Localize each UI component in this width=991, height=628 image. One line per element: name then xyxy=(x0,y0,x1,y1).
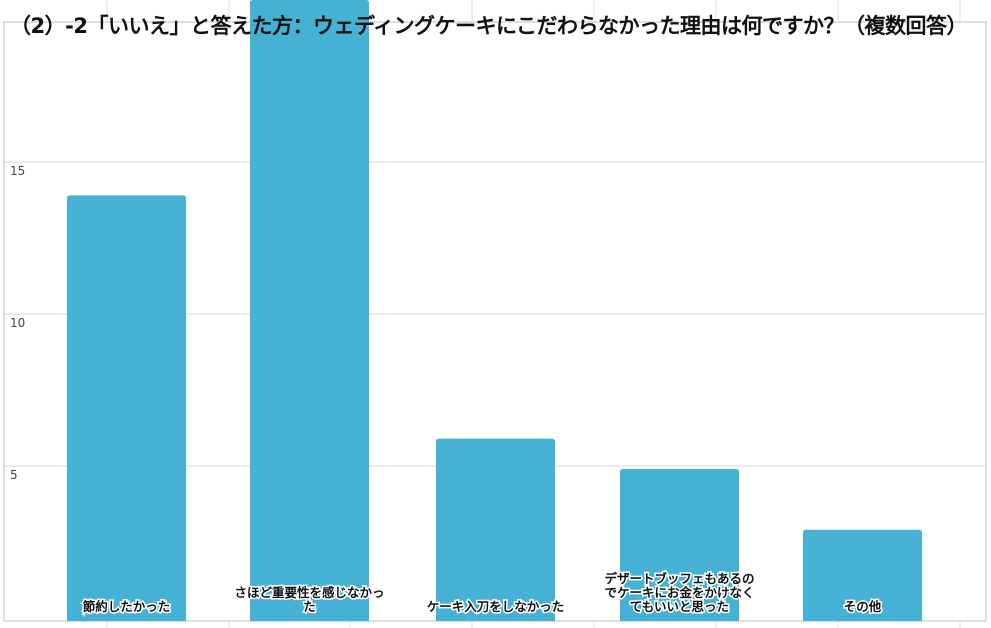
x-category-label: でケーキにお金をかけなく xyxy=(604,585,754,600)
chart-title: （2）-2「いいえ」と答えた方：ウェディングケーキにこだわらなかった理由は何です… xyxy=(10,14,968,38)
x-category-label: 節約したかった xyxy=(83,599,171,614)
x-category-label: さほど重要性を感じなかっ xyxy=(234,585,384,600)
bar xyxy=(250,0,369,621)
x-category-label: その他 xyxy=(844,599,882,614)
x-category-label: てもいいと思った xyxy=(630,599,729,614)
x-category-label: た xyxy=(303,599,316,614)
y-tick-label: 15 xyxy=(10,164,25,178)
y-tick-label: 5 xyxy=(10,468,18,482)
x-category-label: ケーキ入刀をしなかった xyxy=(427,599,565,614)
bar xyxy=(436,438,555,621)
bar xyxy=(67,195,186,621)
y-tick-label: 10 xyxy=(10,316,25,330)
bar xyxy=(620,469,739,621)
bar xyxy=(803,529,922,621)
x-category-label: デザートブッフェもあるの xyxy=(604,571,754,586)
